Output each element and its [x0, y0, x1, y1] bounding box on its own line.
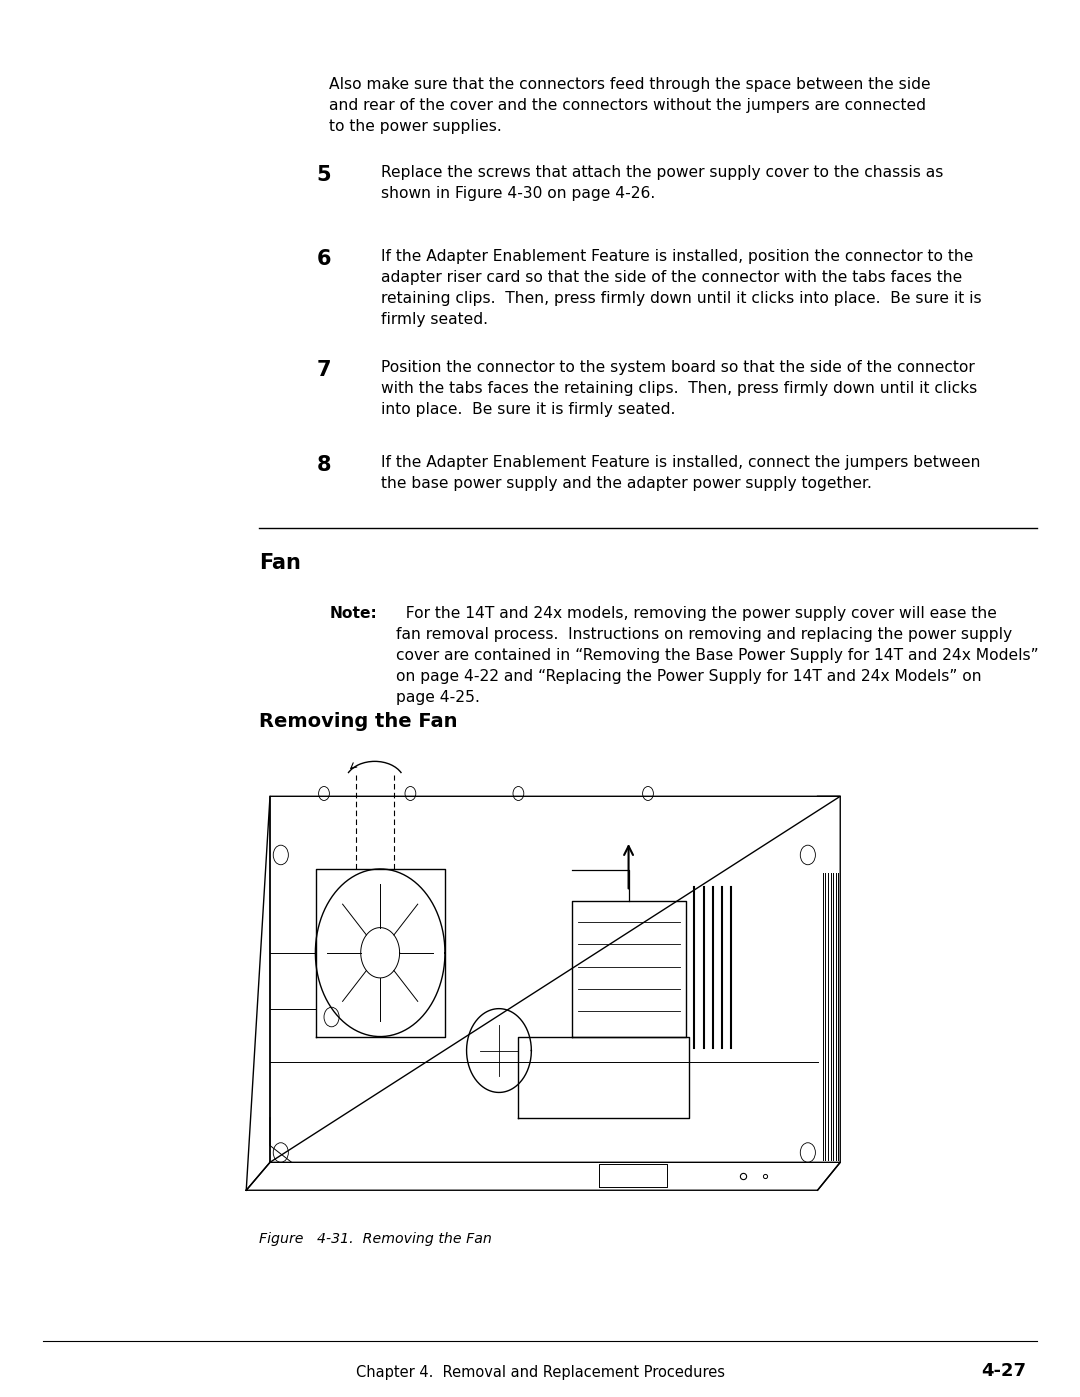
Text: If the Adapter Enablement Feature is installed, connect the jumpers between
the : If the Adapter Enablement Feature is ins…: [381, 455, 981, 492]
Text: 8: 8: [316, 455, 330, 475]
Text: 4-27: 4-27: [981, 1362, 1026, 1380]
Text: 5: 5: [316, 165, 332, 184]
Text: 7: 7: [316, 360, 330, 380]
Text: Chapter 4.  Removal and Replacement Procedures: Chapter 4. Removal and Replacement Proce…: [355, 1365, 725, 1380]
Text: Also make sure that the connectors feed through the space between the side
and r: Also make sure that the connectors feed …: [329, 77, 931, 134]
Text: Fan: Fan: [259, 553, 301, 573]
Text: Figure   4-31.  Removing the Fan: Figure 4-31. Removing the Fan: [259, 1232, 492, 1246]
Text: For the 14T and 24x models, removing the power supply cover will ease the
fan re: For the 14T and 24x models, removing the…: [396, 606, 1039, 705]
Text: Position the connector to the system board so that the side of the connector
wit: Position the connector to the system boa…: [381, 360, 977, 418]
Text: If the Adapter Enablement Feature is installed, position the connector to the
ad: If the Adapter Enablement Feature is ins…: [381, 249, 982, 327]
Text: Replace the screws that attach the power supply cover to the chassis as
shown in: Replace the screws that attach the power…: [381, 165, 944, 201]
Text: Removing the Fan: Removing the Fan: [259, 712, 458, 732]
Text: Note:: Note:: [329, 606, 377, 622]
Text: 6: 6: [316, 249, 330, 268]
